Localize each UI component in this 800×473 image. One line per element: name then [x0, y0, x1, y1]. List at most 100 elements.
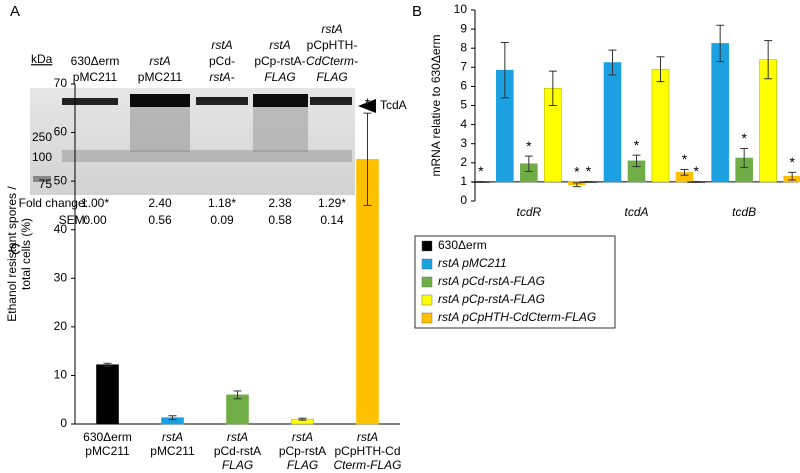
x-tick-label: Cterm-FLAG [333, 458, 401, 472]
marker-label: 75 [39, 177, 53, 191]
y-axis-label: total cells (%) [19, 218, 33, 290]
marker-label: 100 [32, 150, 52, 164]
lane-label: rstA- [209, 70, 234, 84]
y-tick-label: 50 [54, 173, 68, 187]
y-tick-label: 10 [454, 2, 468, 16]
y-tick-label: 70 [54, 76, 68, 90]
y-tick-label: 7 [460, 59, 467, 73]
x-tick-label: 630Δerm [83, 430, 132, 444]
lane-label: rstA [321, 22, 342, 36]
significance: * [693, 163, 699, 179]
x-tick-label: rstA [162, 430, 183, 444]
x-tick-label: rstA [227, 430, 248, 444]
y-tick-label: 6 [460, 79, 467, 93]
x-tick-label: tcdB [732, 205, 756, 219]
legend-label: rstA pCpHTH-CdCterm-FLAG [438, 310, 596, 324]
panel-label: B [412, 3, 422, 20]
blot [30, 88, 376, 195]
lane-label: rstA [211, 38, 232, 52]
x-tick-label: FLAG [222, 458, 253, 472]
y-tick-label: 40 [54, 222, 68, 236]
lane-label: 630Δerm [71, 54, 120, 68]
y-tick-label: 1 [460, 174, 467, 188]
legend-label: rstA pMC211 [438, 256, 507, 270]
bar [96, 364, 119, 425]
fold-change: 2.40 [148, 196, 172, 210]
x-tick-label: tcdA [624, 205, 648, 219]
legend-box [414, 235, 616, 329]
sem: 0.09 [210, 213, 234, 227]
y-tick-label: 0 [460, 193, 467, 207]
significance: * [634, 137, 640, 153]
marker-label: 250 [32, 130, 52, 144]
row-label: SEM: [59, 213, 88, 227]
x-tick-label: tcdR [516, 205, 541, 219]
legend-swatch [421, 276, 433, 288]
sem: 0.56 [148, 213, 172, 227]
y-tick-label: 8 [460, 40, 467, 54]
fold-change: 1.18* [208, 196, 236, 210]
significance: * [526, 138, 532, 154]
significance: * [789, 154, 795, 170]
sem: 0.14 [320, 213, 344, 227]
lane-label: FLAG [264, 70, 295, 84]
legend-swatch [421, 258, 433, 270]
significance: * [574, 164, 580, 180]
y-tick-label: 2 [460, 155, 467, 169]
x-tick-label: rstA [292, 430, 313, 444]
legend-swatch [421, 312, 433, 324]
y-tick-label: 9 [460, 21, 467, 35]
y-tick-label: 30 [54, 270, 68, 284]
fold-change: 2.38 [268, 196, 292, 210]
y-tick-label: 0 [60, 416, 67, 430]
x-tick-label: rstA [357, 430, 378, 444]
lane-label: rstA [149, 54, 170, 68]
row-label: Fold change: [19, 196, 88, 210]
significance: * [586, 163, 592, 179]
y-tick-label: 3 [460, 136, 467, 150]
y-axis-label: Ethanol resistant spores / [5, 186, 19, 322]
lane-label: pMC211 [138, 70, 183, 84]
fold-change: 1.29* [318, 196, 346, 210]
lane-label: pCp-rstA- [254, 54, 305, 68]
x-tick-label: pCpHTH-Cd [334, 444, 400, 458]
band-label: TcdA [380, 98, 407, 112]
bar [603, 62, 622, 183]
y-axis-label: mRNA relative to 630Δerm [429, 34, 443, 176]
panel-label: C [10, 241, 21, 258]
panel-label: A [10, 3, 20, 20]
significance: * [478, 163, 484, 179]
sem: 0.58 [268, 213, 292, 227]
sem: 0.00 [83, 213, 107, 227]
lane-label: pMC211 [73, 70, 118, 84]
fold-change: 1.00* [81, 196, 109, 210]
unit-label: kDa [31, 52, 53, 66]
significance: * [365, 95, 371, 111]
y-tick-label: 4 [460, 117, 467, 131]
y-tick-label: 60 [54, 125, 68, 139]
significance: * [682, 151, 688, 167]
x-tick-label: pMC211 [85, 444, 130, 458]
y-tick-label: 5 [460, 98, 467, 112]
legend-label: 630Δerm [438, 238, 487, 252]
legend-label: rstA pCp-rstA-FLAG [438, 292, 545, 306]
y-tick-label: 10 [54, 368, 68, 382]
y-tick-label: 20 [54, 319, 68, 333]
bar [651, 68, 670, 183]
lane-label: pCd- [209, 54, 235, 68]
x-tick-label: FLAG [287, 458, 318, 472]
legend-label: rstA pCd-rstA-FLAG [438, 274, 545, 288]
lane-label: rstA [269, 38, 290, 52]
legend-swatch [421, 294, 433, 306]
legend-swatch [421, 240, 433, 252]
bar [711, 43, 729, 183]
x-tick-label: pCd-rstA [214, 444, 261, 458]
lane-label: FLAG [316, 70, 347, 84]
significance: * [741, 130, 747, 146]
x-tick-label: pCp-rstA [279, 444, 326, 458]
x-tick-label: pMC211 [150, 444, 195, 458]
lane-label: CdCterm- [306, 54, 358, 68]
lane-label: pCpHTH- [307, 38, 358, 52]
